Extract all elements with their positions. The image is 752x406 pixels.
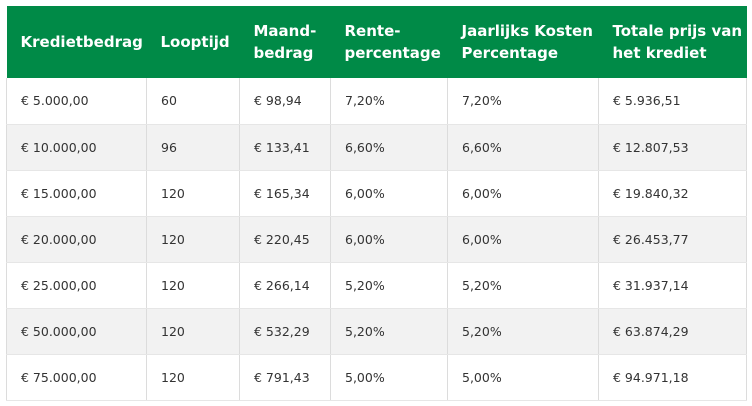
table-row: € 5.000,00 60 € 98,94 7,20% 7,20% € 5.93… xyxy=(6,78,747,125)
cell-kredietbedrag: € 25.000,00 xyxy=(6,262,147,309)
header-line: Totale prijs van xyxy=(612,22,743,40)
header-jkp: Jaarlijks Kosten Percentage xyxy=(447,6,599,78)
cell-maandbedrag: € 532,29 xyxy=(239,308,331,355)
header-line: bedrag xyxy=(253,44,314,62)
cell-rentepercentage: 5,20% xyxy=(330,308,448,355)
cell-maandbedrag: € 266,14 xyxy=(239,262,331,309)
table-row: € 20.000,00 120 € 220,45 6,00% 6,00% € 2… xyxy=(6,216,747,263)
header-row: Kredietbedrag Looptijd Maand- bedrag Ren… xyxy=(6,6,747,78)
header-line: Kredietbedrag xyxy=(20,33,143,51)
cell-totale-prijs: € 5.936,51 xyxy=(598,78,747,125)
header-line: percentage xyxy=(344,44,441,62)
header-totale-prijs: Totale prijs van het krediet xyxy=(598,6,747,78)
table-row: € 15.000,00 120 € 165,34 6,00% 6,00% € 1… xyxy=(6,170,747,217)
cell-jkp: 6,60% xyxy=(447,124,599,171)
header-line: Rente- xyxy=(344,22,401,40)
cell-looptijd: 120 xyxy=(146,262,240,309)
cell-rentepercentage: 6,00% xyxy=(330,170,448,217)
cell-kredietbedrag: € 50.000,00 xyxy=(6,308,147,355)
cell-looptijd: 120 xyxy=(146,216,240,263)
cell-rentepercentage: 6,60% xyxy=(330,124,448,171)
table-row: € 10.000,00 96 € 133,41 6,60% 6,60% € 12… xyxy=(6,124,747,171)
cell-looptijd: 96 xyxy=(146,124,240,171)
cell-looptijd: 120 xyxy=(146,308,240,355)
header-line: Percentage xyxy=(461,44,559,62)
header-line: Maand- xyxy=(253,22,317,40)
cell-totale-prijs: € 26.453,77 xyxy=(598,216,747,263)
cell-rentepercentage: 5,00% xyxy=(330,354,448,401)
cell-kredietbedrag: € 5.000,00 xyxy=(6,78,147,125)
table-row: € 75.000,00 120 € 791,43 5,00% 5,00% € 9… xyxy=(6,354,747,401)
cell-rentepercentage: 5,20% xyxy=(330,262,448,309)
header-rentepercentage: Rente- percentage xyxy=(330,6,448,78)
table-row: € 25.000,00 120 € 266,14 5,20% 5,20% € 3… xyxy=(6,262,747,309)
table-row: € 50.000,00 120 € 532,29 5,20% 5,20% € 6… xyxy=(6,308,747,355)
cell-jkp: 5,20% xyxy=(447,262,599,309)
cell-kredietbedrag: € 75.000,00 xyxy=(6,354,147,401)
cell-totale-prijs: € 94.971,18 xyxy=(598,354,747,401)
table-header: Kredietbedrag Looptijd Maand- bedrag Ren… xyxy=(6,6,747,78)
header-looptijd: Looptijd xyxy=(146,6,240,78)
cell-totale-prijs: € 63.874,29 xyxy=(598,308,747,355)
cell-rentepercentage: 6,00% xyxy=(330,216,448,263)
cell-maandbedrag: € 133,41 xyxy=(239,124,331,171)
cell-looptijd: 60 xyxy=(146,78,240,125)
table-body: € 5.000,00 60 € 98,94 7,20% 7,20% € 5.93… xyxy=(6,78,747,401)
cell-totale-prijs: € 12.807,53 xyxy=(598,124,747,171)
cell-maandbedrag: € 220,45 xyxy=(239,216,331,263)
cell-maandbedrag: € 791,43 xyxy=(239,354,331,401)
cell-jkp: 5,20% xyxy=(447,308,599,355)
cell-kredietbedrag: € 15.000,00 xyxy=(6,170,147,217)
cell-totale-prijs: € 31.937,14 xyxy=(598,262,747,309)
cell-looptijd: 120 xyxy=(146,354,240,401)
cell-looptijd: 120 xyxy=(146,170,240,217)
cell-jkp: 6,00% xyxy=(447,216,599,263)
loan-rates-table: Kredietbedrag Looptijd Maand- bedrag Ren… xyxy=(6,6,747,401)
header-maandbedrag: Maand- bedrag xyxy=(239,6,331,78)
cell-jkp: 7,20% xyxy=(447,78,599,125)
header-line: het krediet xyxy=(612,44,707,62)
header-line: Looptijd xyxy=(160,33,230,51)
cell-totale-prijs: € 19.840,32 xyxy=(598,170,747,217)
cell-maandbedrag: € 165,34 xyxy=(239,170,331,217)
cell-jkp: 5,00% xyxy=(447,354,599,401)
header-line: Jaarlijks Kosten xyxy=(461,22,593,40)
cell-rentepercentage: 7,20% xyxy=(330,78,448,125)
header-kredietbedrag: Kredietbedrag xyxy=(6,6,147,78)
cell-kredietbedrag: € 20.000,00 xyxy=(6,216,147,263)
cell-kredietbedrag: € 10.000,00 xyxy=(6,124,147,171)
cell-maandbedrag: € 98,94 xyxy=(239,78,331,125)
cell-jkp: 6,00% xyxy=(447,170,599,217)
